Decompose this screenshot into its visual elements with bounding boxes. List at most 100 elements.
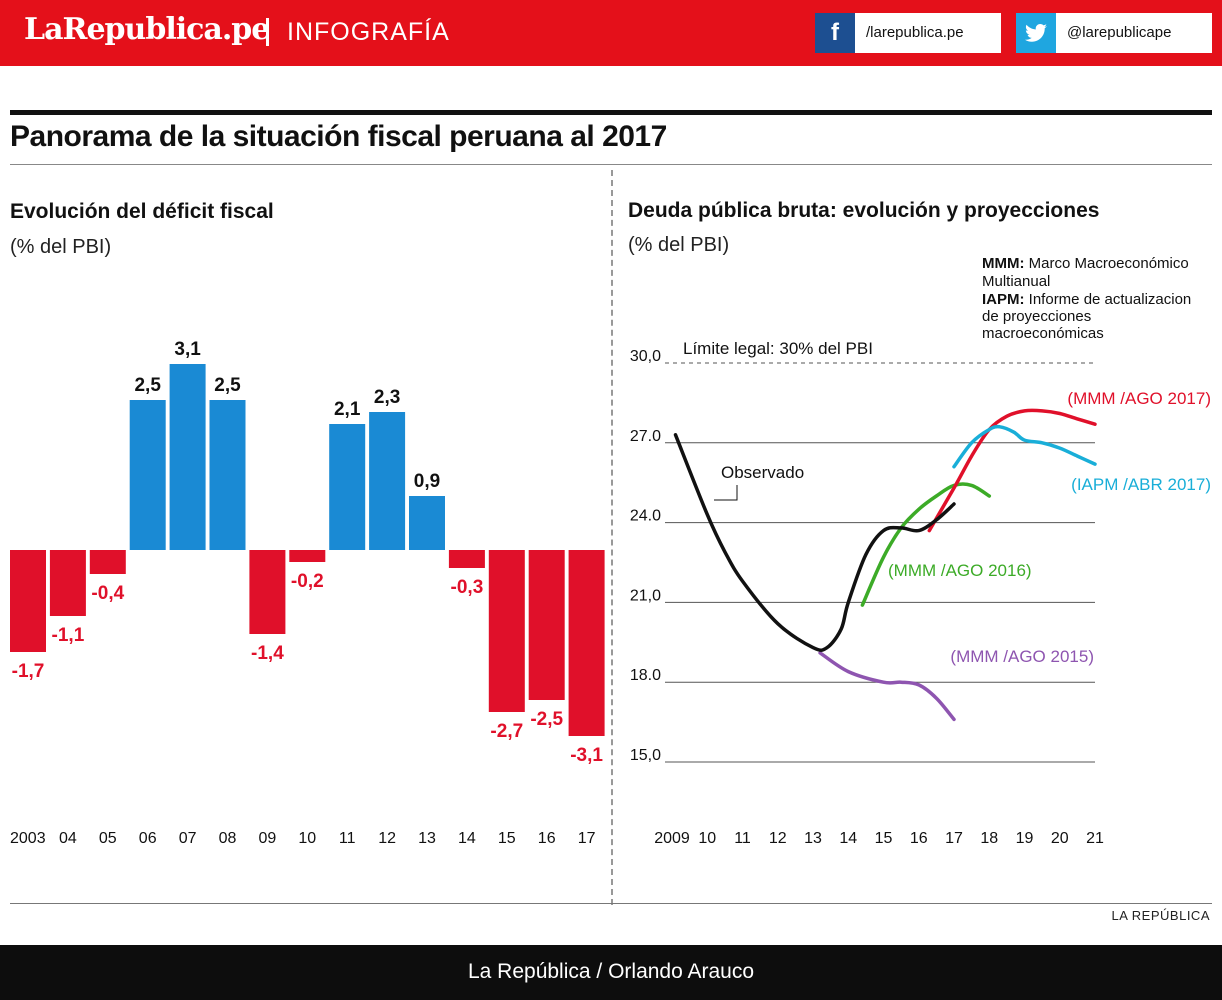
deficit-value-label: -1,1 <box>52 625 85 646</box>
deficit-value-label: -1,4 <box>251 643 284 664</box>
debt-series-label: (MMM /AGO 2015) <box>950 647 1094 666</box>
debt-year-tick: 19 <box>1016 830 1034 847</box>
deficit-bar <box>249 550 286 634</box>
debt-y-tick: 21,0 <box>630 587 661 604</box>
title-bottom-rule <box>10 164 1212 165</box>
debt-year-tick: 16 <box>910 830 928 847</box>
deficit-bar <box>568 550 605 736</box>
deficit-value-label: 2,3 <box>374 387 400 408</box>
debt-series-line <box>952 424 1097 469</box>
facebook-handle: /larepublica.pe <box>866 24 964 41</box>
deficit-bar <box>329 424 366 550</box>
charts-canvas: -1,7 2003 -1,1 04 -0,4 05 2,5 06 3,1 07 2,5 08 -1,4 0… <box>10 255 1211 847</box>
deficit-value-label: 2,5 <box>214 375 241 396</box>
brand-logo[interactable]: LaRepublica.pe <box>24 12 270 47</box>
deficit-year-tick: 14 <box>458 830 476 847</box>
debt-series-label: (MMM /AGO 2017) <box>1067 389 1211 408</box>
debt-year-tick: 13 <box>804 830 822 847</box>
section-label: INFOGRAFÍA <box>287 18 450 46</box>
deficit-year-tick: 16 <box>538 830 556 847</box>
debt-chart-title: Deuda pública bruta: evolución y proyecc… <box>628 199 1100 222</box>
deficit-year-tick: 15 <box>498 830 516 847</box>
debt-series-label: (MMM /AGO 2016) <box>888 561 1032 580</box>
deficit-bar <box>129 400 166 550</box>
deficit-year-tick: 11 <box>339 830 356 847</box>
debt-y-tick: 24.0 <box>630 508 661 525</box>
source-label: LA REPÚBLICA <box>1111 908 1210 923</box>
deficit-value-label: -0,4 <box>91 583 124 604</box>
deficit-bar <box>528 550 565 700</box>
deficit-year-tick: 07 <box>179 830 197 847</box>
debt-year-tick: 15 <box>875 830 893 847</box>
debt-year-tick: 2009 <box>654 830 690 847</box>
twitter-handle: @larepublicape <box>1067 24 1172 41</box>
deficit-value-label: 0,9 <box>414 471 440 492</box>
page-title: Panorama de la situación fiscal peruana … <box>10 120 667 153</box>
deficit-value-label: 3,1 <box>174 339 201 360</box>
deficit-bar <box>409 496 445 550</box>
debt-series-line <box>927 408 1097 533</box>
twitter-link[interactable]: @larepublicape <box>1016 13 1212 53</box>
debt-y-tick: 15,0 <box>630 747 661 764</box>
deficit-bar <box>169 364 206 550</box>
deficit-value-label: -2,5 <box>530 709 563 730</box>
deficit-year-tick: 05 <box>99 830 117 847</box>
debt-year-tick: 20 <box>1051 830 1069 847</box>
debt-chart-unit: (% del PBI) <box>628 234 730 256</box>
deficit-value-label: -0,3 <box>451 577 484 598</box>
deficit-year-tick: 09 <box>259 830 277 847</box>
deficit-value-label: -0,2 <box>291 571 324 592</box>
debt-y-tick: 30,0 <box>630 348 661 365</box>
deficit-bar <box>209 400 246 550</box>
deficit-year-tick: 04 <box>59 830 77 847</box>
credit-text: La República / Orlando Arauco <box>467 960 754 983</box>
debt-y-tick: 18.0 <box>630 667 661 684</box>
debt-year-tick: 10 <box>698 830 716 847</box>
facebook-link[interactable]: f /larepublica.pe <box>815 13 1001 53</box>
debt-year-tick: 12 <box>769 830 787 847</box>
deficit-year-tick: 10 <box>298 830 316 847</box>
deficit-value-label: 2,1 <box>334 399 361 420</box>
deficit-chart-title: Evolución del déficit fiscal <box>10 200 274 223</box>
debt-year-tick: 14 <box>839 830 857 847</box>
debt-series-label: Observado <box>721 463 804 482</box>
deficit-value-label: -1,7 <box>12 661 45 682</box>
footer-bar: La República / Orlando Arauco <box>0 945 1222 1000</box>
debt-year-tick: 21 <box>1086 830 1104 847</box>
deficit-bar <box>488 550 525 712</box>
debt-series-line <box>818 651 956 722</box>
deficit-value-label: -3,1 <box>570 745 603 766</box>
debt-year-tick: 17 <box>945 830 963 847</box>
header-bar: LaRepublica.pe INFOGRAFÍA f /larepublica… <box>0 0 1222 66</box>
deficit-year-tick: 13 <box>418 830 436 847</box>
debt-year-tick: 11 <box>734 830 751 847</box>
deficit-bar <box>448 550 485 568</box>
legend-note-line: de proyecciones <box>982 308 1091 325</box>
deficit-bar <box>289 550 326 562</box>
deficit-bar <box>10 550 46 652</box>
deficit-year-tick: 12 <box>378 830 396 847</box>
twitter-icon <box>1016 13 1056 53</box>
debt-series-line <box>860 482 992 607</box>
footer-rule <box>10 903 1212 904</box>
deficit-bar <box>89 550 126 574</box>
observed-leader-line <box>714 485 738 501</box>
legal-limit-label: Límite legal: 30% del PBI <box>683 339 873 358</box>
deficit-year-tick: 08 <box>219 830 237 847</box>
debt-series-label: (IAPM /ABR 2017) <box>1071 475 1211 494</box>
deficit-chart-unit: (% del PBI) <box>10 236 112 258</box>
deficit-value-label: 2,5 <box>134 375 161 396</box>
brand-separator <box>266 18 269 46</box>
deficit-year-tick: 06 <box>139 830 157 847</box>
title-top-rule <box>10 110 1212 115</box>
debt-y-tick: 27.0 <box>630 428 661 445</box>
legend-note-line: macroeconómicas <box>982 325 1104 342</box>
legend-note-line: IAPM: Informe de actualizacion <box>982 291 1191 308</box>
deficit-year-tick: 2003 <box>10 830 46 847</box>
deficit-year-tick: 17 <box>578 830 596 847</box>
deficit-bar <box>49 550 86 616</box>
deficit-bar <box>369 412 406 550</box>
chart-divider <box>611 170 613 905</box>
debt-year-tick: 18 <box>980 830 998 847</box>
facebook-icon: f <box>815 13 855 53</box>
